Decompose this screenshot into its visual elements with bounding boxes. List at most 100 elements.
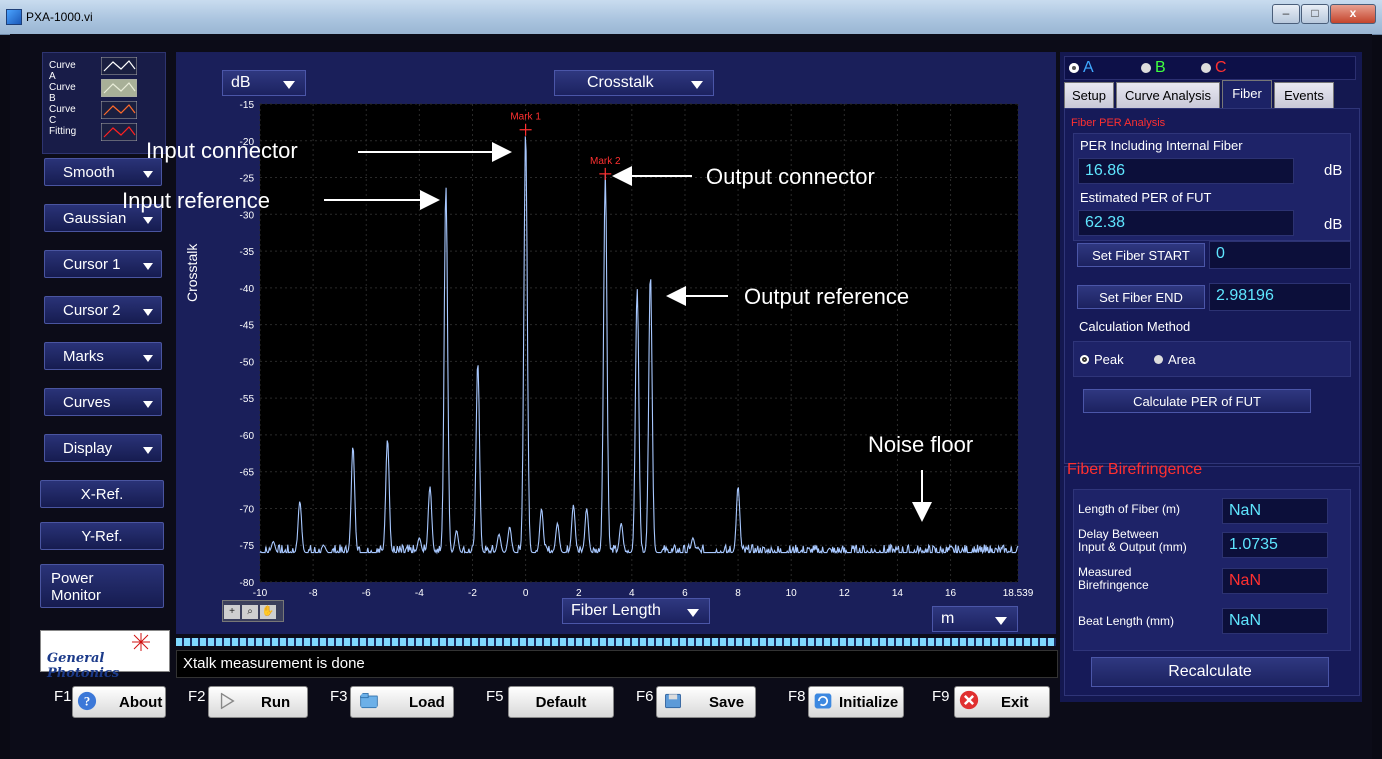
method-area-radio[interactable]: Area [1154, 352, 1195, 367]
marks-label: Marks [63, 348, 104, 365]
chevron-down-icon [691, 81, 703, 89]
x-ref-button[interactable]: X-Ref. [40, 480, 164, 508]
zoom-icon[interactable]: ⌕ [242, 605, 258, 619]
close-window-button[interactable]: x [1330, 4, 1376, 24]
save-button[interactable]: Save [656, 686, 756, 718]
delay-value: 1.0735 [1222, 532, 1328, 558]
cursor1-dropdown[interactable]: Cursor 1 [44, 250, 162, 278]
marks-dropdown[interactable]: Marks [44, 342, 162, 370]
y-tick-label: -25 [240, 174, 255, 185]
method-peak-radio[interactable]: Peak [1080, 352, 1124, 367]
graph-panel: dB Crosstalk Crosstalk -10 -8 -6 -4 -2 0 2 4 6 8 1… [176, 52, 1056, 634]
radio-curve-c[interactable]: C [1201, 59, 1227, 77]
maximize-button[interactable]: □ [1301, 4, 1329, 24]
mode-dropdown[interactable]: Crosstalk [554, 70, 714, 96]
minimize-button[interactable]: – [1272, 4, 1300, 24]
x-tick-label: 2 [576, 588, 582, 599]
exit-button[interactable]: Exit [954, 686, 1050, 718]
load-button[interactable]: Load [350, 686, 454, 718]
x-tick-label: -2 [468, 588, 477, 599]
cursor2-dropdown[interactable]: Cursor 2 [44, 296, 162, 324]
tab-setup[interactable]: Setup [1064, 82, 1114, 108]
legend-swatch-b [101, 79, 137, 97]
beat-length-label: Beat Length (mm) [1078, 614, 1175, 628]
est-per-value-text: 62.38 [1085, 214, 1126, 231]
radio-curve-b[interactable]: B [1141, 59, 1166, 77]
y-tick-label: -60 [240, 431, 255, 442]
tab-setup-label: Setup [1072, 88, 1106, 103]
window-controls: – □ x [1271, 4, 1376, 24]
crosshair-icon[interactable]: + [224, 605, 240, 619]
run-button[interactable]: Run [208, 686, 308, 718]
beat-length-value: NaN [1222, 608, 1328, 634]
progress-bar [176, 638, 1056, 646]
y-tick-label: -65 [240, 468, 255, 479]
gaussian-dropdown[interactable]: Gaussian [44, 204, 162, 232]
measured-label: Measured Birefringence [1078, 566, 1149, 592]
y-tick-label: -45 [240, 321, 255, 332]
chevron-down-icon [283, 81, 295, 89]
power-monitor-button[interactable]: Power Monitor [40, 564, 164, 608]
radio-curve-a[interactable]: A [1069, 59, 1094, 77]
set-fiber-end-button[interactable]: Set Fiber END [1077, 285, 1205, 309]
y-tick-label: -35 [240, 247, 255, 258]
fiber-end-value: 2.98196 [1209, 283, 1351, 311]
recalculate-button[interactable]: Recalculate [1091, 657, 1329, 687]
tab-fiber[interactable]: Fiber [1222, 80, 1272, 108]
radio-dot-icon [1201, 62, 1211, 73]
radio-dot-icon [1141, 62, 1151, 73]
per-values-group: PER Including Internal Fiber 16.86 dB Es… [1073, 133, 1351, 241]
refresh-icon [814, 693, 832, 709]
y-tick-label: -75 [240, 541, 255, 552]
about-button[interactable]: ? About [72, 686, 166, 718]
fkey-f3: F3 [330, 688, 348, 705]
mark-label: Mark 2 [590, 156, 621, 167]
delay-value-text: 1.0735 [1229, 536, 1278, 553]
per-incl-value-text: 16.86 [1085, 162, 1126, 179]
x-axis-dropdown[interactable]: Fiber Length [562, 598, 710, 624]
power-monitor-line1: Power [51, 570, 94, 587]
birefringence-group: Length of Fiber (m) NaN Delay Between Inp… [1073, 489, 1351, 651]
fkey-f9: F9 [932, 688, 950, 705]
x-unit-dropdown[interactable]: m [932, 606, 1018, 632]
recalculate-label: Recalculate [1168, 663, 1252, 680]
gaussian-label: Gaussian [63, 210, 127, 227]
fiber-birefringence-box: Fiber Birefringence Length of Fiber (m) … [1064, 461, 1360, 696]
radio-dot-icon [1069, 62, 1079, 73]
x-tick-label: 8 [735, 588, 741, 599]
starburst-logo-icon [132, 633, 150, 651]
chevron-down-icon [687, 609, 699, 617]
chevron-down-icon [143, 355, 153, 362]
beat-length-text: NaN [1229, 612, 1262, 629]
default-label: Default [535, 694, 587, 711]
tab-events[interactable]: Events [1274, 82, 1334, 108]
set-fiber-start-button[interactable]: Set Fiber START [1077, 243, 1205, 267]
y-unit-value: dB [231, 74, 251, 91]
power-monitor-line2: Monitor [51, 587, 102, 604]
exit-label: Exit [1001, 694, 1029, 711]
x-unit-value: m [941, 610, 955, 627]
chevron-down-icon [143, 171, 153, 178]
legend-label: Curve A [49, 60, 76, 82]
crosstalk-chart[interactable]: -10 -8 -6 -4 -2 0 2 4 6 8 10 12 14 16 18.539-15-20-25-… [176, 52, 1056, 634]
hand-icon[interactable]: ✋ [260, 605, 276, 619]
calculate-per-label: Calculate PER of FUT [1133, 394, 1261, 409]
display-dropdown[interactable]: Display [44, 434, 162, 462]
curves-dropdown[interactable]: Curves [44, 388, 162, 416]
radio-c-label: C [1215, 59, 1227, 76]
default-button[interactable]: Default [508, 686, 614, 718]
per-incl-label: PER Including Internal Fiber [1080, 138, 1243, 153]
initialize-button[interactable]: Initialize [808, 686, 904, 718]
x-tick-label: 12 [839, 588, 851, 599]
y-ref-button[interactable]: Y-Ref. [40, 522, 164, 550]
per-incl-unit: dB [1324, 162, 1343, 179]
length-value: NaN [1222, 498, 1328, 524]
calculate-per-button[interactable]: Calculate PER of FUT [1083, 389, 1311, 413]
y-tick-label: -40 [240, 284, 255, 295]
tab-curve-analysis[interactable]: Curve Analysis [1116, 82, 1220, 108]
y-unit-dropdown[interactable]: dB [222, 70, 306, 96]
legend-label: Fitting [49, 126, 77, 137]
smooth-dropdown[interactable]: Smooth [44, 158, 162, 186]
fkey-f8: F8 [788, 688, 806, 705]
radio-a-label: A [1083, 59, 1094, 76]
